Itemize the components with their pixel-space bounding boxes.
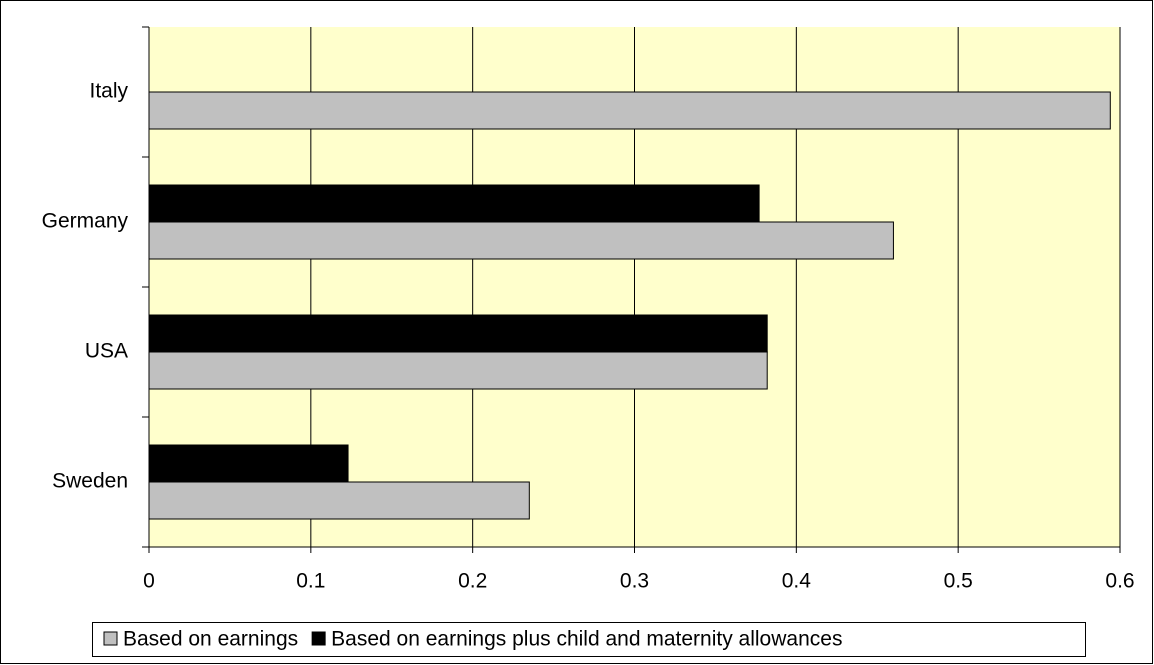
legend-box <box>92 622 1086 657</box>
bar <box>148 444 349 483</box>
bar <box>148 314 768 353</box>
bar <box>148 184 760 223</box>
x-tick-label: 0.3 <box>620 570 649 593</box>
bar <box>148 351 768 390</box>
x-tick-label: 0.4 <box>782 570 812 593</box>
legend-swatch <box>103 631 118 646</box>
x-tick-label: 0.2 <box>458 570 487 593</box>
y-tick-label: Italy <box>89 80 128 103</box>
legend-swatch <box>311 631 326 646</box>
legend-label: Based on earnings plus child and materni… <box>331 628 842 651</box>
x-tick-label: 0.1 <box>296 570 325 593</box>
x-tick-label: 0.5 <box>944 570 973 593</box>
y-tick-label: Sweden <box>52 470 128 493</box>
y-tick-label: USA <box>85 340 128 363</box>
bar <box>148 481 530 520</box>
x-tick-label: 0.6 <box>1105 570 1134 593</box>
bar <box>148 221 894 260</box>
y-tick-label: Germany <box>42 210 129 233</box>
bar <box>148 91 1111 130</box>
x-tick-label: 0 <box>143 570 155 593</box>
legend: Based on earnings Based on earnings plus … <box>92 622 1086 657</box>
legend-label: Based on earnings <box>123 628 298 651</box>
